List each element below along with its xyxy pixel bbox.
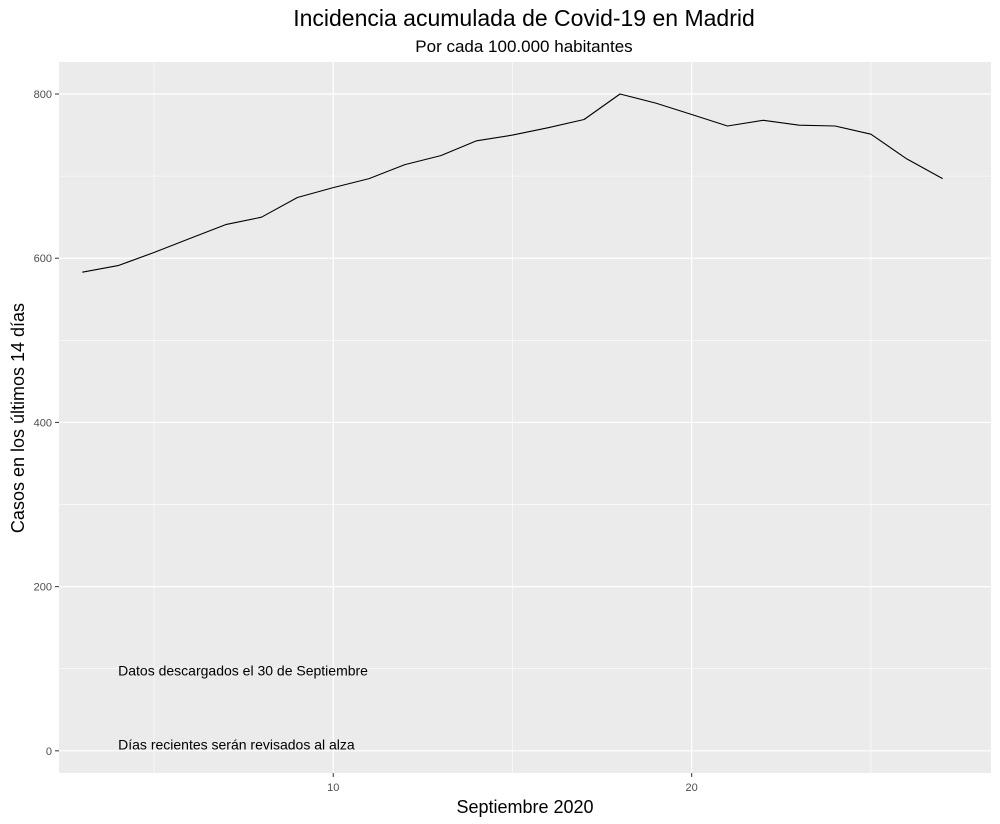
annotation-label: Días recientes serán revisados al alza <box>118 736 355 752</box>
y-tick-label: 400 <box>34 417 52 429</box>
y-tick-label: 800 <box>34 89 52 101</box>
major-gridlines <box>59 62 991 773</box>
y-tick-label: 600 <box>34 253 52 265</box>
x-axis: 10 20 <box>327 773 698 794</box>
minor-gridlines <box>59 62 991 773</box>
y-tick-label: 0 <box>46 746 52 758</box>
chart-subtitle: Por cada 100.000 habitantes <box>415 37 632 56</box>
y-axis: 0 200 400 600 800 <box>34 89 59 758</box>
y-axis-title: Casos en los últimos 14 días <box>8 303 28 533</box>
y-tick-label: 200 <box>34 582 52 594</box>
annotations: Datos descargados el 30 de Septiembre Día… <box>118 662 368 752</box>
series-line <box>82 93 943 273</box>
x-tick-label: 10 <box>327 782 339 794</box>
x-axis-title: Septiembre 2020 <box>456 797 593 817</box>
x-tick-label: 20 <box>686 782 698 794</box>
plot-panel <box>59 62 991 773</box>
annotation-label: Datos descargados el 30 de Septiembre <box>118 662 368 678</box>
series-layer <box>82 93 943 273</box>
chart-title: Incidencia acumulada de Covid-19 en Madr… <box>293 5 755 31</box>
